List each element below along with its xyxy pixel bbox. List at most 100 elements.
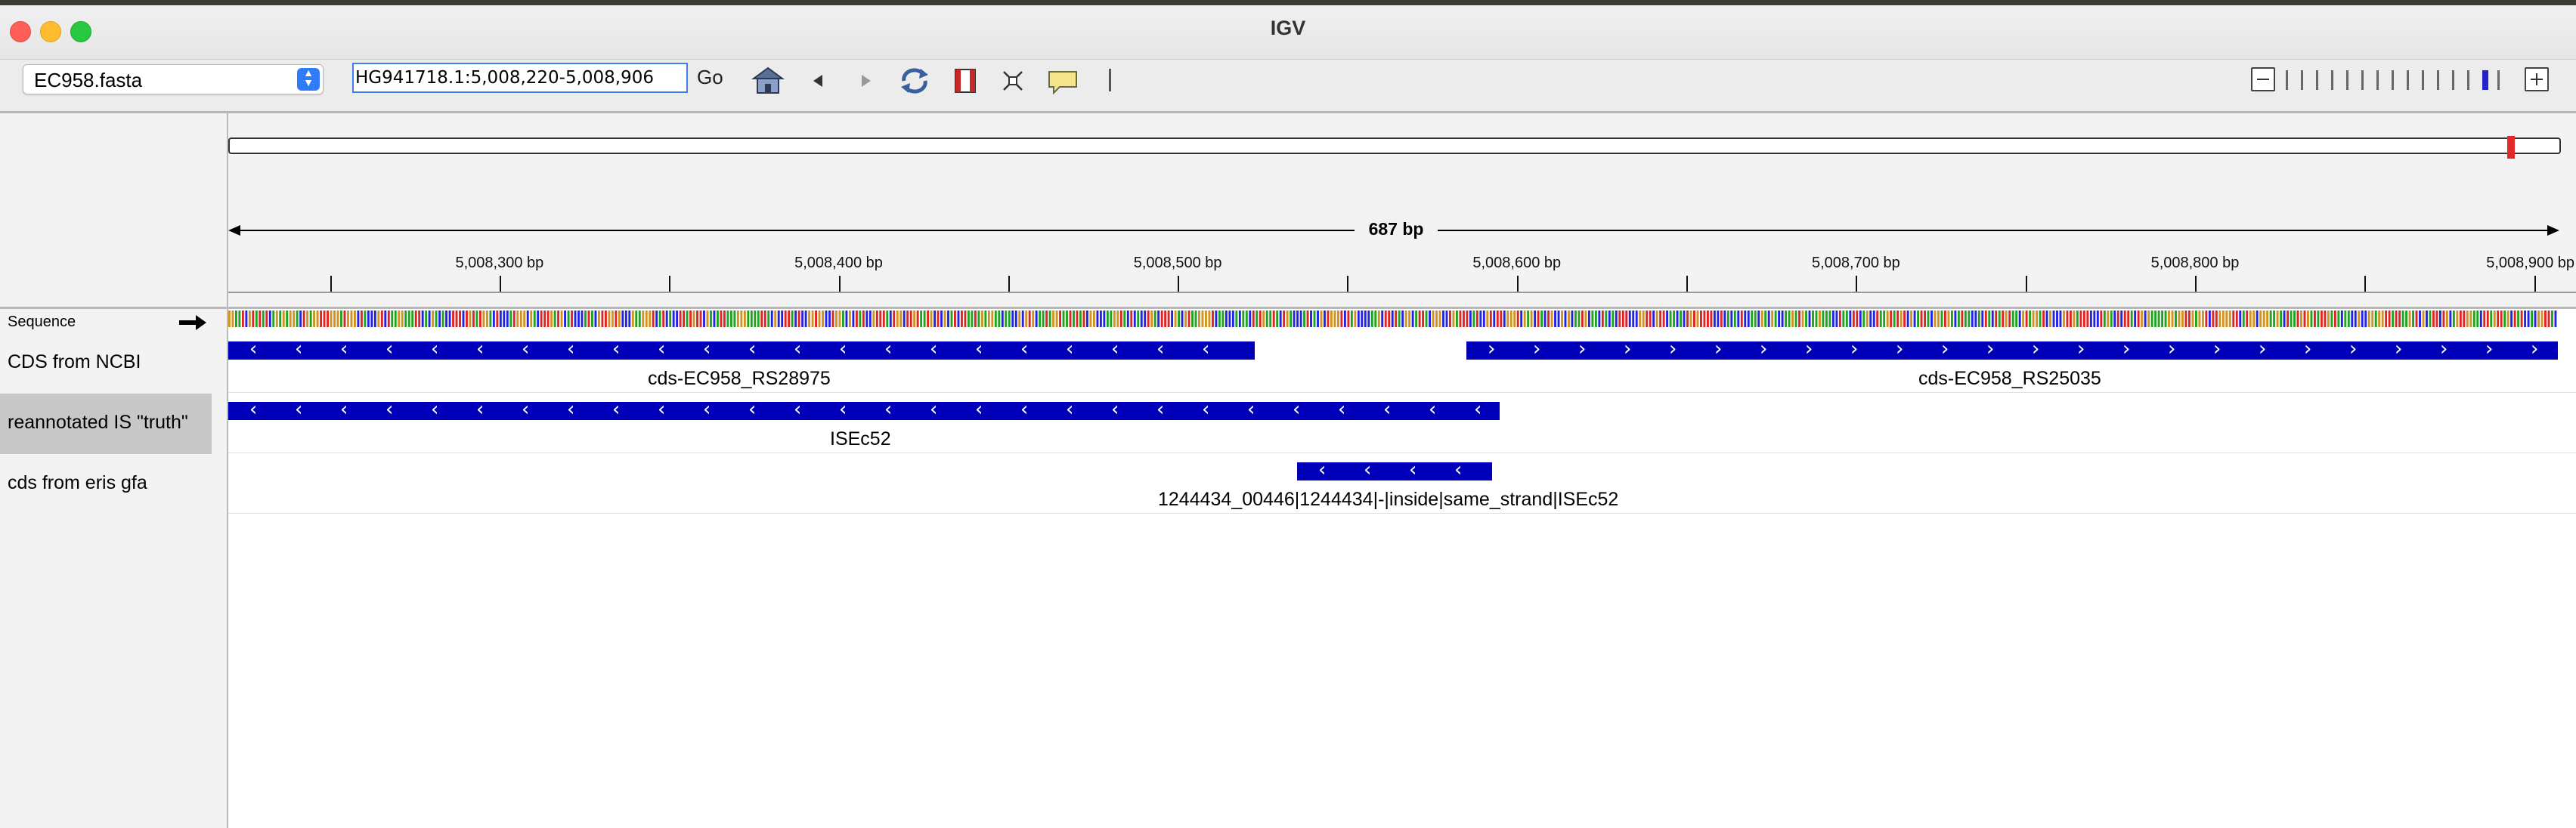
zoom-level-tick[interactable]: [2331, 70, 2333, 90]
base-mark: [1696, 310, 1699, 327]
zoom-level-tick[interactable]: [2437, 70, 2439, 90]
zoom-level-tick[interactable]: [2452, 70, 2454, 90]
base-mark: [2327, 310, 2330, 327]
zoom-level-tick[interactable]: [2301, 70, 2303, 90]
base-mark: [1215, 310, 1218, 327]
strand-minus-chevron-icon: ‹: [1364, 459, 1372, 481]
strand-minus-chevron-icon: ‹: [1318, 459, 1327, 481]
track-name-sequence[interactable]: Sequence: [8, 314, 76, 330]
base-mark: [459, 310, 461, 327]
zoom-level-tick[interactable]: [2497, 70, 2500, 90]
forward-icon[interactable]: [856, 66, 877, 96]
base-mark: [1642, 310, 1645, 327]
resize-to-window-icon[interactable]: [999, 66, 1026, 96]
zoom-level-tick[interactable]: [2422, 70, 2424, 90]
track-name-reannotated-is[interactable]: reannotated IS "truth": [8, 412, 188, 433]
base-mark: [927, 310, 930, 327]
base-mark: [2293, 310, 2296, 327]
base-mark: [649, 310, 652, 327]
zoom-level-tick[interactable]: [2407, 70, 2409, 90]
base-mark: [499, 310, 502, 327]
track-data-panel[interactable]: ‹ ‹ ‹ ‹ ‹ ‹ ‹ ‹ ‹ ‹ ‹ ‹ ‹ ‹ ‹ ‹ ‹ ‹ ‹ ‹ ‹ ‹ cds-EC958_RS28975…: [228, 309, 2576, 828]
close-window-button[interactable]: [10, 21, 31, 42]
go-button[interactable]: Go: [697, 66, 723, 88]
base-mark: [1327, 310, 1330, 327]
ruler-tick: [1516, 276, 1519, 292]
base-mark: [1632, 310, 1635, 327]
sequence-track[interactable]: [228, 310, 2558, 330]
base-mark: [747, 310, 750, 327]
strand-minus-chevron-icon: ‹: [612, 398, 621, 421]
base-mark: [2049, 310, 2051, 327]
base-mark: [2218, 310, 2221, 327]
zoom-level-tick[interactable]: [2482, 70, 2488, 90]
feature-cds-ec958-rs28975[interactable]: ‹ ‹ ‹ ‹ ‹ ‹ ‹ ‹ ‹ ‹ ‹ ‹ ‹ ‹ ‹ ‹ ‹ ‹ ‹ ‹ ‹ ‹: [228, 338, 1255, 360]
strand-minus-chevron-icon: ‹: [385, 338, 394, 360]
base-mark: [1201, 310, 1204, 327]
zoom-out-button[interactable]: [2251, 67, 2275, 91]
zoom-level-tick[interactable]: [2346, 70, 2348, 90]
back-icon[interactable]: [807, 66, 828, 96]
zoom-level-tick[interactable]: [2286, 70, 2288, 90]
zoom-level-tick[interactable]: [2376, 70, 2379, 90]
base-mark: [1564, 310, 1567, 327]
track-name-cds-ncbi[interactable]: CDS from NCBI: [8, 351, 141, 372]
base-mark: [546, 310, 550, 327]
base-mark: [1238, 310, 1241, 327]
base-mark: [2378, 310, 2381, 327]
popup-info-icon[interactable]: [1046, 66, 1079, 96]
zoom-slider[interactable]: [2286, 70, 2513, 91]
refresh-icon[interactable]: [896, 66, 933, 96]
base-mark: [947, 310, 949, 327]
base-mark: [1225, 310, 1228, 327]
zoom-level-tick[interactable]: [2316, 70, 2318, 90]
base-mark: [2479, 310, 2482, 327]
base-mark: [1543, 310, 1547, 327]
base-mark: [350, 310, 353, 327]
base-mark: [2463, 310, 2466, 327]
strand-arrow-icon[interactable]: [179, 315, 206, 330]
feature-cds-ec958-rs25035[interactable]: › › › › › › › › › › › › › › › › › › › › › › › ›: [1466, 338, 2558, 360]
base-mark: [1469, 310, 1472, 327]
base-mark: [1001, 310, 1004, 327]
base-mark: [2018, 310, 2021, 327]
base-mark: [1534, 310, 1537, 327]
strand-plus-chevron-icon: ›: [2304, 338, 2312, 360]
chromosome-ideogram[interactable]: [228, 137, 2561, 154]
base-mark: [1819, 310, 1821, 327]
feature-isec52[interactable]: ‹ ‹ ‹ ‹ ‹ ‹ ‹ ‹ ‹ ‹ ‹ ‹ ‹ ‹ ‹ ‹ ‹ ‹ ‹ ‹ ‹ ‹ ‹ ‹ ‹ ‹ ‹ ‹: [228, 398, 1500, 421]
zoom-in-button[interactable]: [2525, 67, 2549, 91]
ruler-tick-label: 5,008,400 bp: [794, 255, 883, 271]
base-mark: [2367, 310, 2370, 327]
zoom-level-tick[interactable]: [2392, 70, 2394, 90]
base-mark: [1639, 310, 1642, 327]
base-mark: [665, 310, 668, 327]
base-mark: [2056, 310, 2058, 327]
base-mark: [692, 310, 695, 327]
base-mark: [364, 310, 367, 327]
base-mark: [1944, 310, 1946, 327]
locus-search-input[interactable]: [352, 63, 688, 93]
ruler-panel[interactable]: 687 bp 5,008,300 bp 5,008,400 bp 5,008,500…: [228, 113, 2576, 308]
base-mark: [265, 310, 268, 327]
feature-eris-1244434-00446[interactable]: ‹ ‹ ‹ ‹: [1297, 459, 1492, 481]
base-mark: [2161, 310, 2164, 327]
base-mark: [2330, 310, 2333, 327]
feature-label: cds-EC958_RS28975: [648, 368, 831, 389]
base-mark: [1662, 310, 1665, 327]
base-mark: [767, 310, 770, 327]
strand-minus-chevron-icon: ‹: [249, 398, 258, 421]
maximize-window-button[interactable]: [70, 21, 91, 42]
base-mark: [2314, 310, 2316, 327]
strand-plus-chevron-icon: ›: [1714, 338, 1723, 360]
base-mark: [872, 310, 875, 327]
zoom-level-tick[interactable]: [2467, 70, 2469, 90]
genome-dropdown[interactable]: EC958.fasta ▲ ▼: [23, 64, 324, 94]
track-name-eris-gfa[interactable]: cds from eris gfa: [8, 472, 147, 493]
strand-minus-chevron-icon: ‹: [612, 338, 621, 360]
base-mark: [234, 310, 237, 327]
region-of-interest-icon[interactable]: [952, 66, 978, 96]
home-icon[interactable]: [751, 66, 785, 96]
minimize-window-button[interactable]: [40, 21, 61, 42]
zoom-level-tick[interactable]: [2361, 70, 2364, 90]
